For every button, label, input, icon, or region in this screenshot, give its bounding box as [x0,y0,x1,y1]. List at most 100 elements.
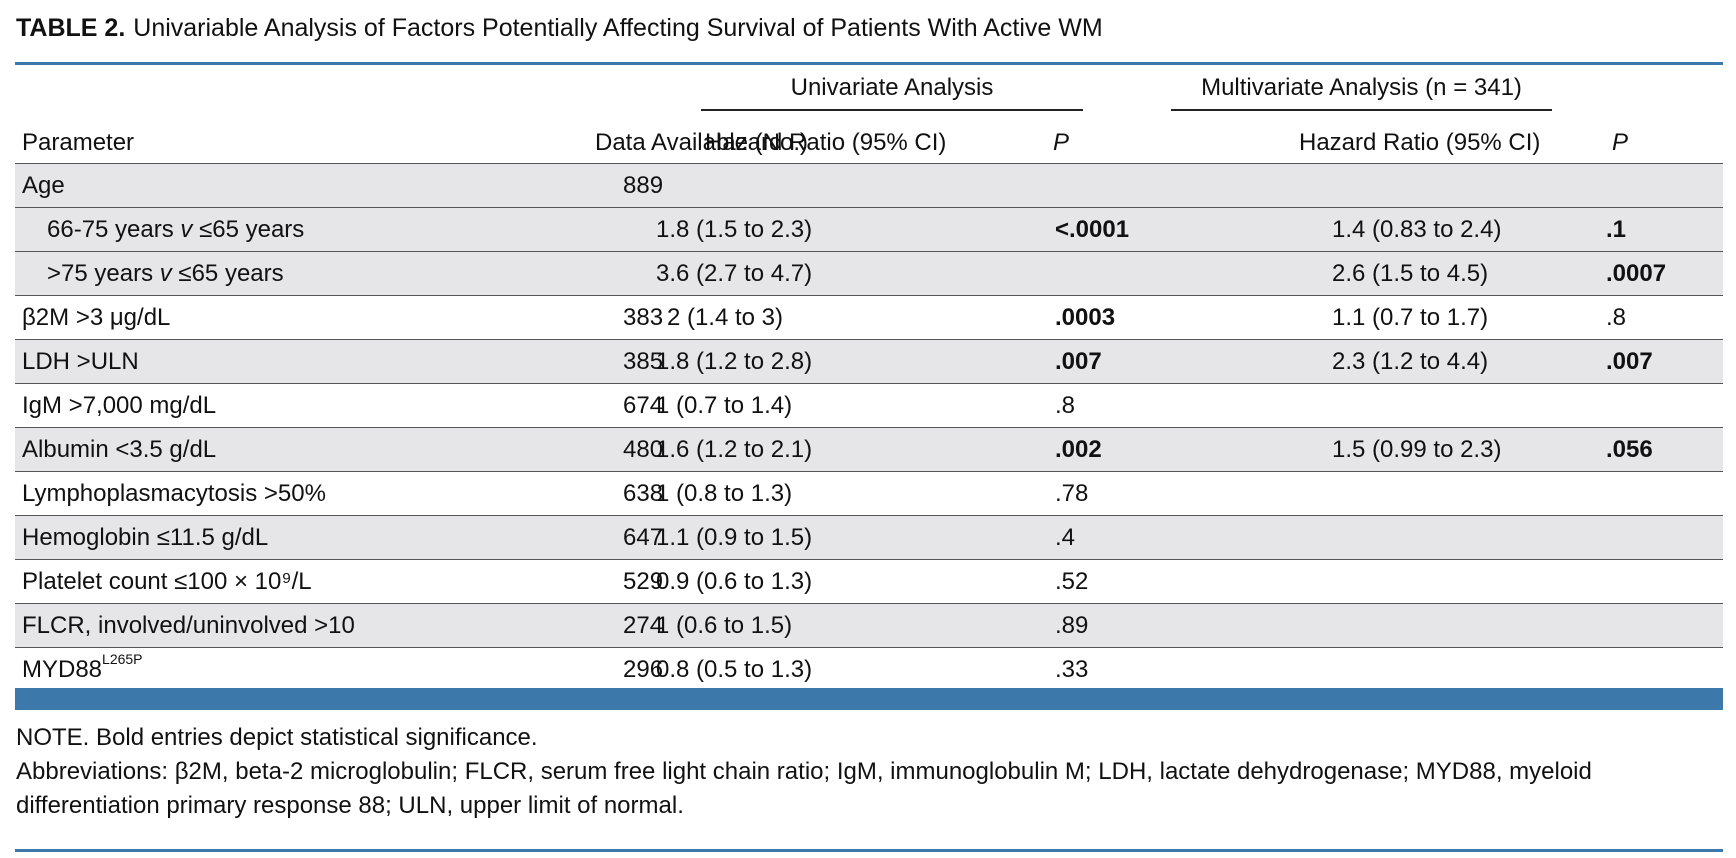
cell-multi-hazard-ratio [1299,648,1621,692]
cell-parameter-text: Hemoglobin ≤11.5 g/dL [22,524,269,551]
cell-data-available-text: 529 [623,568,664,595]
top-rule [15,62,1723,65]
col-header-data-available-text: Data Available (No.) [595,129,808,156]
cell-parameter: FLCR, involved/uninvolved >10 [15,604,439,648]
significance-note: NOTE. Bold entries depict statistical si… [16,724,538,751]
cell-multi-p [1621,648,1723,692]
cell-uni-p-text: .33 [1055,656,1089,683]
col-header-uni-p-text: P [1053,129,1070,156]
cell-multi-hazard-ratio-text: 1.1 (0.7 to 1.7) [1332,304,1489,331]
col-header-multi-p: P [1612,123,1723,164]
table-label: TABLE 2. [16,14,126,42]
cell-uni-hazard-ratio-text: 3.6 (2.7 to 4.7) [656,260,813,287]
cell-data-available-text: 383 [623,304,664,331]
cell-multi-p: .0007 [1606,252,1723,296]
cell-uni-hazard-ratio: 1 (0.6 to 1.5) [656,604,1127,648]
cell-parameter: LDH >ULN [15,340,439,384]
cell-multi-p: .007 [1606,340,1723,384]
col-header-uni-p: P [1053,123,1299,164]
cell-uni-hazard-ratio-text: 0.9 (0.6 to 1.3) [656,568,813,595]
cell-data-available-text: 647 [623,524,664,551]
cell-data-available-text: 296 [623,656,664,683]
cell-uni-p-text: <.0001 [1055,216,1130,243]
table-row: FLCR, involved/uninvolved >10 274 1 (0.6 t… [15,603,1723,648]
cell-parameter: β2M >3 μg/dL [15,296,439,340]
cell-data-available-text: 674 [623,392,664,419]
cell-uni-p: .002 [1055,428,1299,472]
cell-multi-p [1621,472,1723,516]
table-row: >75 years v ≤65 years 3.6 (2.7 to 4.7) 2.6… [15,251,1723,296]
cell-uni-hazard-ratio: 1.6 (1.2 to 2.1) [656,428,1127,472]
table-row: Age 889 [15,163,1723,208]
cell-multi-p [1621,516,1723,560]
cell-multi-hazard-ratio [1299,164,1621,208]
multivariate-group-underline [1171,109,1552,111]
cell-multi-p [1621,604,1723,648]
cell-data-available: 889 [439,164,781,208]
bottom-thick-rule [15,688,1723,710]
multivariate-group-header: Multivariate Analysis (n = 341) [1201,74,1522,101]
cell-multi-p-text: .056 [1606,436,1653,463]
table-row: Lymphoplasmacytosis >50% 638 1 (0.8 to 1.3… [15,472,1723,516]
cell-multi-hazard-ratio: 1.4 (0.83 to 2.4) [1299,208,1621,252]
cell-parameter: MYD88L265P [15,648,439,692]
cell-parameter-text: MYD88 [22,656,103,683]
cell-multi-hazard-ratio: 2.6 (1.5 to 4.5) [1299,252,1621,296]
cell-parameter: Age [15,164,439,208]
table-row: IgM >7,000 mg/dL 674 1 (0.7 to 1.4) .8 [15,384,1723,428]
cell-uni-hazard-ratio-text: 1.8 (1.2 to 2.8) [656,348,813,375]
cell-uni-p: .89 [1055,604,1299,648]
table-row: 66-75 years v ≤65 years 1.8 (1.5 to 2.3) <… [15,207,1723,252]
col-header-multi-p-text: P [1612,129,1629,156]
cell-uni-p-text: .002 [1055,436,1102,463]
cell-uni-p: .8 [1055,384,1299,428]
cell-data-available: 647 [439,516,781,560]
results-table: Parameter Data Available (No.) Hazard Ra… [15,123,1723,691]
cell-multi-hazard-ratio-text: 2.3 (1.2 to 4.4) [1332,348,1489,375]
cell-multi-p-text: .007 [1606,348,1653,375]
cell-uni-hazard-ratio-text: 1 (0.7 to 1.4) [656,392,793,419]
cell-uni-hazard-ratio: 0.9 (0.6 to 1.3) [656,560,1127,604]
cell-parameter: IgM >7,000 mg/dL [15,384,439,428]
col-header-multi-hazard-ratio-text: Hazard Ratio (95% CI) [1299,129,1541,156]
cell-uni-hazard-ratio: 1.8 (1.2 to 2.8) [656,340,1127,384]
cell-uni-hazard-ratio-text: 1.1 (0.9 to 1.5) [656,524,813,551]
cell-multi-hazard-ratio: 1.5 (0.99 to 2.3) [1299,428,1621,472]
table-row: Hemoglobin ≤11.5 g/dL 647 1.1 (0.9 to 1.5)… [15,515,1723,560]
cell-multi-p: .8 [1606,296,1723,340]
cell-multi-p: .056 [1606,428,1723,472]
cell-parameter-text: LDH >ULN [22,348,139,375]
col-header-multi-hazard-ratio: Hazard Ratio (95% CI) [1299,123,1621,164]
cell-uni-p: .007 [1055,340,1299,384]
univariate-group-underline [701,109,1083,111]
cell-uni-p: .33 [1055,648,1299,692]
cell-data-available: 383 [439,296,781,340]
cell-multi-p [1621,164,1723,208]
cell-data-available-text: 274 [623,612,664,639]
table-row: LDH >ULN 385 1.8 (1.2 to 2.8) .007 2.3 (1.2 … [15,339,1723,384]
cell-parameter-text: FLCR, involved/uninvolved >10 [22,612,355,639]
cell-multi-p [1621,560,1723,604]
col-header-parameter: Parameter [15,123,439,164]
cell-uni-p: <.0001 [1055,208,1299,252]
column-header-row: Parameter Data Available (No.) Hazard Ra… [15,123,1723,164]
cell-parameter-text: Platelet count ≤100 × 10⁹/L [22,568,312,595]
cell-parameter: Lymphoplasmacytosis >50% [15,472,439,516]
col-header-uni-hazard-ratio: Hazard Ratio (95% CI) [705,123,1127,164]
cell-multi-p-text: .8 [1606,304,1627,331]
cell-uni-p: .52 [1055,560,1299,604]
cell-data-available: 638 [439,472,781,516]
table-title: TABLE 2. Univariable Analysis of Factors … [16,10,1103,46]
cell-parameter-text: β2M >3 μg/dL [22,304,171,331]
cell-uni-hazard-ratio-text: 1 (0.8 to 1.3) [656,480,793,507]
cell-multi-hazard-ratio [1299,384,1621,428]
abbreviations-note: Abbreviations: β2M, beta-2 microglobulin… [16,758,1592,819]
cell-multi-p [1621,384,1723,428]
cell-multi-hazard-ratio-text: 2.6 (1.5 to 4.5) [1332,260,1489,287]
cell-uni-hazard-ratio: 2 (1.4 to 3) [667,296,1127,340]
cell-uni-hazard-ratio-text: 1 (0.6 to 1.5) [656,612,793,639]
cell-parameter-text: IgM >7,000 mg/dL [22,392,217,419]
col-header-uni-hazard-ratio-text: Hazard Ratio (95% CI) [705,129,947,156]
cell-parameter-text: Albumin <3.5 g/dL [22,436,217,463]
cell-parameter-text: Age [22,172,65,199]
